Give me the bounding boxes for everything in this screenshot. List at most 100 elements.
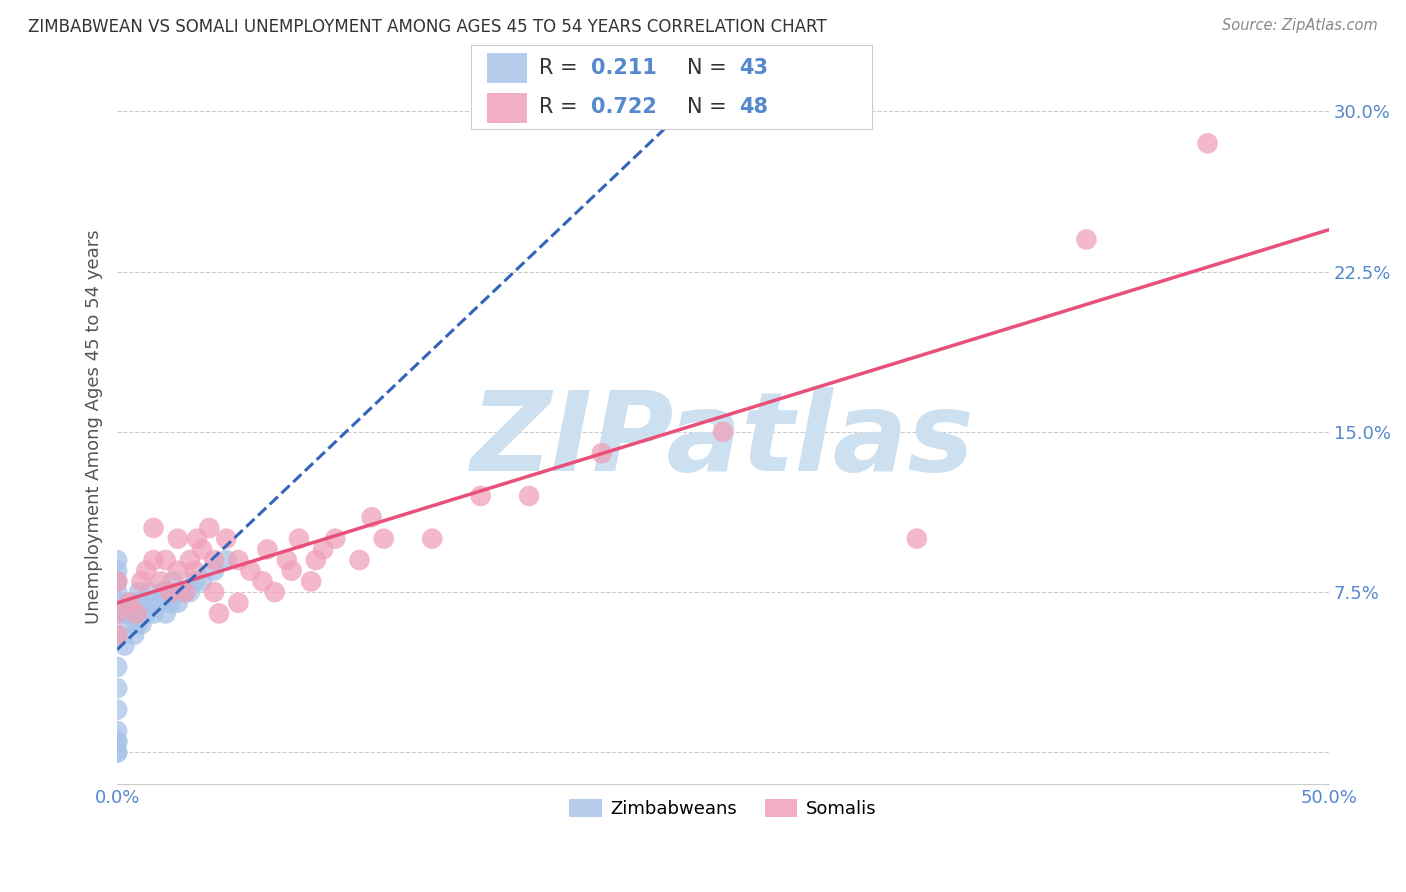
Point bbox=[228, 596, 250, 610]
Point bbox=[174, 585, 197, 599]
Point bbox=[215, 532, 238, 546]
Text: Source: ZipAtlas.com: Source: ZipAtlas.com bbox=[1222, 18, 1378, 33]
Text: ZIPatlas: ZIPatlas bbox=[471, 387, 974, 494]
Point bbox=[105, 681, 128, 696]
Point bbox=[105, 745, 128, 759]
Point bbox=[138, 585, 160, 599]
Point bbox=[591, 446, 613, 460]
Point bbox=[105, 607, 128, 621]
Point bbox=[128, 585, 150, 599]
Point bbox=[166, 596, 188, 610]
Point bbox=[174, 585, 197, 599]
Point bbox=[105, 574, 128, 589]
Point bbox=[142, 553, 165, 567]
Legend: Zimbabweans, Somalis: Zimbabweans, Somalis bbox=[562, 792, 884, 825]
Point bbox=[105, 585, 128, 599]
Point bbox=[155, 585, 177, 599]
Point bbox=[263, 585, 285, 599]
Point bbox=[118, 596, 141, 610]
Point bbox=[142, 596, 165, 610]
Point bbox=[166, 564, 188, 578]
Y-axis label: Unemployment Among Ages 45 to 54 years: Unemployment Among Ages 45 to 54 years bbox=[86, 229, 103, 624]
Text: 0.722: 0.722 bbox=[592, 97, 657, 118]
Point bbox=[191, 574, 214, 589]
Point bbox=[470, 489, 492, 503]
Point bbox=[105, 564, 128, 578]
Point bbox=[349, 553, 371, 567]
Point bbox=[198, 521, 221, 535]
Point bbox=[215, 553, 238, 567]
Point bbox=[373, 532, 395, 546]
Point bbox=[155, 553, 177, 567]
Point bbox=[105, 596, 128, 610]
Point bbox=[711, 425, 734, 439]
Point bbox=[105, 745, 128, 759]
Point bbox=[105, 628, 128, 642]
Point bbox=[312, 542, 335, 557]
Point bbox=[159, 585, 181, 599]
Point bbox=[105, 574, 128, 589]
Point bbox=[159, 596, 181, 610]
Point bbox=[280, 564, 302, 578]
Text: R =: R = bbox=[538, 58, 585, 78]
Point bbox=[179, 553, 201, 567]
Point bbox=[239, 564, 262, 578]
Point bbox=[183, 574, 205, 589]
Point bbox=[1197, 136, 1219, 151]
Point bbox=[135, 607, 157, 621]
Point bbox=[118, 617, 141, 632]
Point bbox=[105, 734, 128, 748]
Point bbox=[135, 564, 157, 578]
Text: N =: N = bbox=[688, 97, 734, 118]
Point bbox=[105, 724, 128, 739]
Point bbox=[155, 607, 177, 621]
Point bbox=[125, 617, 148, 632]
Point bbox=[118, 596, 141, 610]
Point bbox=[208, 607, 231, 621]
Point bbox=[149, 574, 172, 589]
Point bbox=[228, 553, 250, 567]
Point bbox=[299, 574, 322, 589]
Point bbox=[152, 585, 174, 599]
Point bbox=[252, 574, 274, 589]
Point bbox=[162, 574, 184, 589]
Point bbox=[202, 564, 225, 578]
Point bbox=[360, 510, 382, 524]
Text: 48: 48 bbox=[740, 97, 769, 118]
Point bbox=[1076, 232, 1098, 246]
Point bbox=[131, 574, 153, 589]
Point bbox=[122, 628, 145, 642]
Point bbox=[105, 628, 128, 642]
Text: ZIMBABWEAN VS SOMALI UNEMPLOYMENT AMONG AGES 45 TO 54 YEARS CORRELATION CHART: ZIMBABWEAN VS SOMALI UNEMPLOYMENT AMONG … bbox=[28, 18, 827, 36]
Point bbox=[131, 617, 153, 632]
Point bbox=[323, 532, 346, 546]
Point bbox=[256, 542, 278, 557]
Point bbox=[142, 521, 165, 535]
Point bbox=[166, 532, 188, 546]
Point bbox=[183, 564, 205, 578]
Point bbox=[179, 585, 201, 599]
Bar bbox=[486, 93, 527, 122]
Point bbox=[202, 553, 225, 567]
Point bbox=[114, 607, 136, 621]
Point bbox=[122, 607, 145, 621]
Point bbox=[105, 553, 128, 567]
Text: 43: 43 bbox=[740, 58, 769, 78]
Point bbox=[105, 734, 128, 748]
Point bbox=[125, 596, 148, 610]
Point bbox=[186, 532, 208, 546]
Point bbox=[420, 532, 443, 546]
Point bbox=[105, 607, 128, 621]
Point bbox=[305, 553, 328, 567]
Point bbox=[105, 660, 128, 674]
Point bbox=[288, 532, 311, 546]
Point bbox=[125, 607, 148, 621]
Point bbox=[142, 607, 165, 621]
Bar bbox=[486, 54, 527, 83]
Point bbox=[105, 703, 128, 717]
Point bbox=[202, 585, 225, 599]
Point bbox=[517, 489, 540, 503]
Text: R =: R = bbox=[538, 97, 585, 118]
Text: N =: N = bbox=[688, 58, 734, 78]
Point bbox=[905, 532, 928, 546]
